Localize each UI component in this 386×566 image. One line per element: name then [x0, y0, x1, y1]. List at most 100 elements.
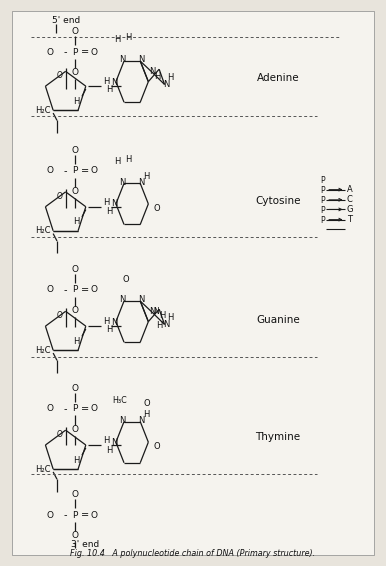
Text: O: O: [90, 48, 97, 57]
Text: O: O: [90, 166, 97, 175]
Text: N: N: [111, 199, 118, 208]
Text: H: H: [106, 207, 112, 216]
Text: H: H: [106, 445, 112, 454]
Text: H: H: [114, 35, 120, 44]
Text: Fig. 10.4   A polynucleotide chain of DNA (Primary structure).: Fig. 10.4 A polynucleotide chain of DNA …: [70, 549, 316, 558]
Text: P: P: [73, 404, 78, 413]
Text: H: H: [106, 325, 112, 334]
Text: O: O: [47, 404, 54, 413]
Text: N: N: [119, 295, 125, 305]
Text: -: -: [63, 47, 67, 57]
Text: =: =: [81, 510, 89, 520]
Text: O: O: [56, 311, 62, 320]
Text: O: O: [90, 285, 97, 294]
Text: O: O: [72, 27, 79, 36]
Text: H: H: [103, 77, 109, 86]
Text: Thymine: Thymine: [256, 432, 300, 442]
Text: N: N: [163, 320, 169, 329]
Text: O: O: [72, 68, 79, 77]
Text: O: O: [154, 204, 160, 213]
Text: Adenine: Adenine: [257, 73, 299, 83]
Text: H: H: [73, 97, 80, 106]
Text: O: O: [56, 71, 62, 80]
Text: H: H: [106, 85, 112, 94]
Text: H: H: [73, 217, 80, 226]
Text: O: O: [47, 285, 54, 294]
Text: =: =: [81, 404, 89, 414]
Text: N: N: [119, 416, 126, 425]
Text: H: H: [168, 73, 174, 82]
Text: O: O: [154, 442, 160, 451]
Text: N: N: [149, 307, 156, 316]
Text: H: H: [73, 337, 80, 346]
Text: O: O: [72, 531, 79, 540]
Text: O: O: [47, 48, 54, 57]
Text: O: O: [72, 424, 79, 434]
Text: N: N: [111, 318, 117, 327]
Text: N: N: [139, 295, 145, 305]
Text: N: N: [154, 307, 159, 316]
Text: -: -: [63, 285, 67, 295]
Text: O: O: [47, 511, 54, 520]
Text: 3' end: 3' end: [71, 540, 99, 549]
Text: H: H: [103, 317, 109, 326]
Text: N: N: [149, 67, 156, 76]
Text: O: O: [90, 404, 97, 413]
FancyBboxPatch shape: [12, 11, 374, 555]
Text: H₂C: H₂C: [36, 106, 51, 115]
Text: O: O: [90, 511, 97, 520]
Text: H₃C: H₃C: [112, 396, 127, 405]
Text: O: O: [72, 490, 79, 499]
Text: P: P: [320, 176, 325, 185]
Text: O: O: [123, 275, 129, 284]
Text: H: H: [156, 321, 163, 330]
Text: H: H: [143, 172, 150, 181]
Text: P: P: [320, 186, 325, 195]
Text: T: T: [347, 215, 352, 224]
Text: H: H: [103, 436, 109, 445]
Text: N: N: [111, 438, 118, 447]
Text: N: N: [119, 55, 125, 65]
Text: O: O: [72, 265, 79, 274]
Text: P: P: [73, 166, 78, 175]
Text: Guanine: Guanine: [256, 315, 300, 325]
Text: H₂C: H₂C: [36, 465, 51, 474]
Text: H: H: [159, 311, 166, 320]
Text: H: H: [125, 155, 131, 164]
Text: O: O: [72, 187, 79, 196]
Text: H: H: [114, 157, 120, 166]
Text: H: H: [73, 456, 80, 465]
Text: P: P: [73, 511, 78, 520]
Text: G: G: [346, 205, 352, 214]
Text: H₂C: H₂C: [36, 346, 51, 355]
Text: 5' end: 5' end: [52, 16, 80, 25]
Text: -: -: [63, 166, 67, 176]
Text: N: N: [139, 416, 145, 425]
Text: H: H: [168, 313, 174, 322]
Text: -: -: [63, 404, 67, 414]
Text: O: O: [47, 166, 54, 175]
Text: O: O: [144, 399, 151, 408]
Text: =: =: [81, 166, 89, 176]
Text: A: A: [347, 185, 352, 194]
Text: H: H: [125, 33, 131, 42]
Text: N: N: [139, 55, 145, 65]
Text: P: P: [320, 206, 325, 215]
Text: H: H: [143, 410, 150, 419]
Text: O: O: [56, 430, 62, 439]
Text: H₂C: H₂C: [36, 226, 51, 235]
Text: H: H: [103, 198, 109, 207]
Text: N: N: [119, 178, 126, 187]
Text: P: P: [320, 216, 325, 225]
Text: O: O: [72, 384, 79, 393]
Text: -: -: [63, 510, 67, 520]
Text: N: N: [139, 178, 145, 187]
Text: Cytosine: Cytosine: [255, 196, 301, 206]
Text: P: P: [73, 285, 78, 294]
Text: N: N: [111, 78, 117, 87]
Text: H: H: [154, 72, 161, 82]
Text: O: O: [56, 192, 62, 201]
Text: =: =: [81, 285, 89, 295]
Text: =: =: [81, 47, 89, 57]
Text: O: O: [72, 146, 79, 155]
